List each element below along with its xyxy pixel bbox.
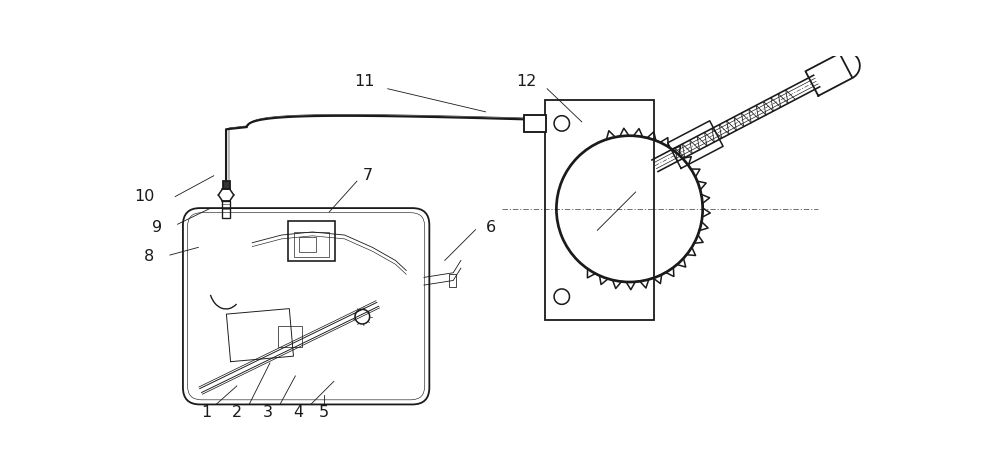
Bar [288,221,335,261]
FancyBboxPatch shape [183,208,429,405]
Bar [545,100,654,320]
Bar [299,236,316,252]
Bar [278,326,302,347]
Text: 2: 2 [232,405,242,420]
Bar [449,274,456,287]
Text: 9: 9 [152,220,162,235]
Text: 3: 3 [263,405,273,420]
Text: 12: 12 [516,73,537,88]
Text: 10: 10 [134,189,155,204]
Text: 1: 1 [201,405,211,420]
Text: 8: 8 [144,249,154,264]
Text: 4: 4 [293,405,304,420]
Bar [222,201,230,218]
Text: 11: 11 [354,73,375,88]
Bar [524,115,546,132]
Text: 5: 5 [319,405,329,420]
Bar [223,181,230,189]
Bar [524,115,546,132]
Bar [294,232,329,257]
Text: 7: 7 [363,168,373,183]
Text: 6: 6 [486,220,496,235]
